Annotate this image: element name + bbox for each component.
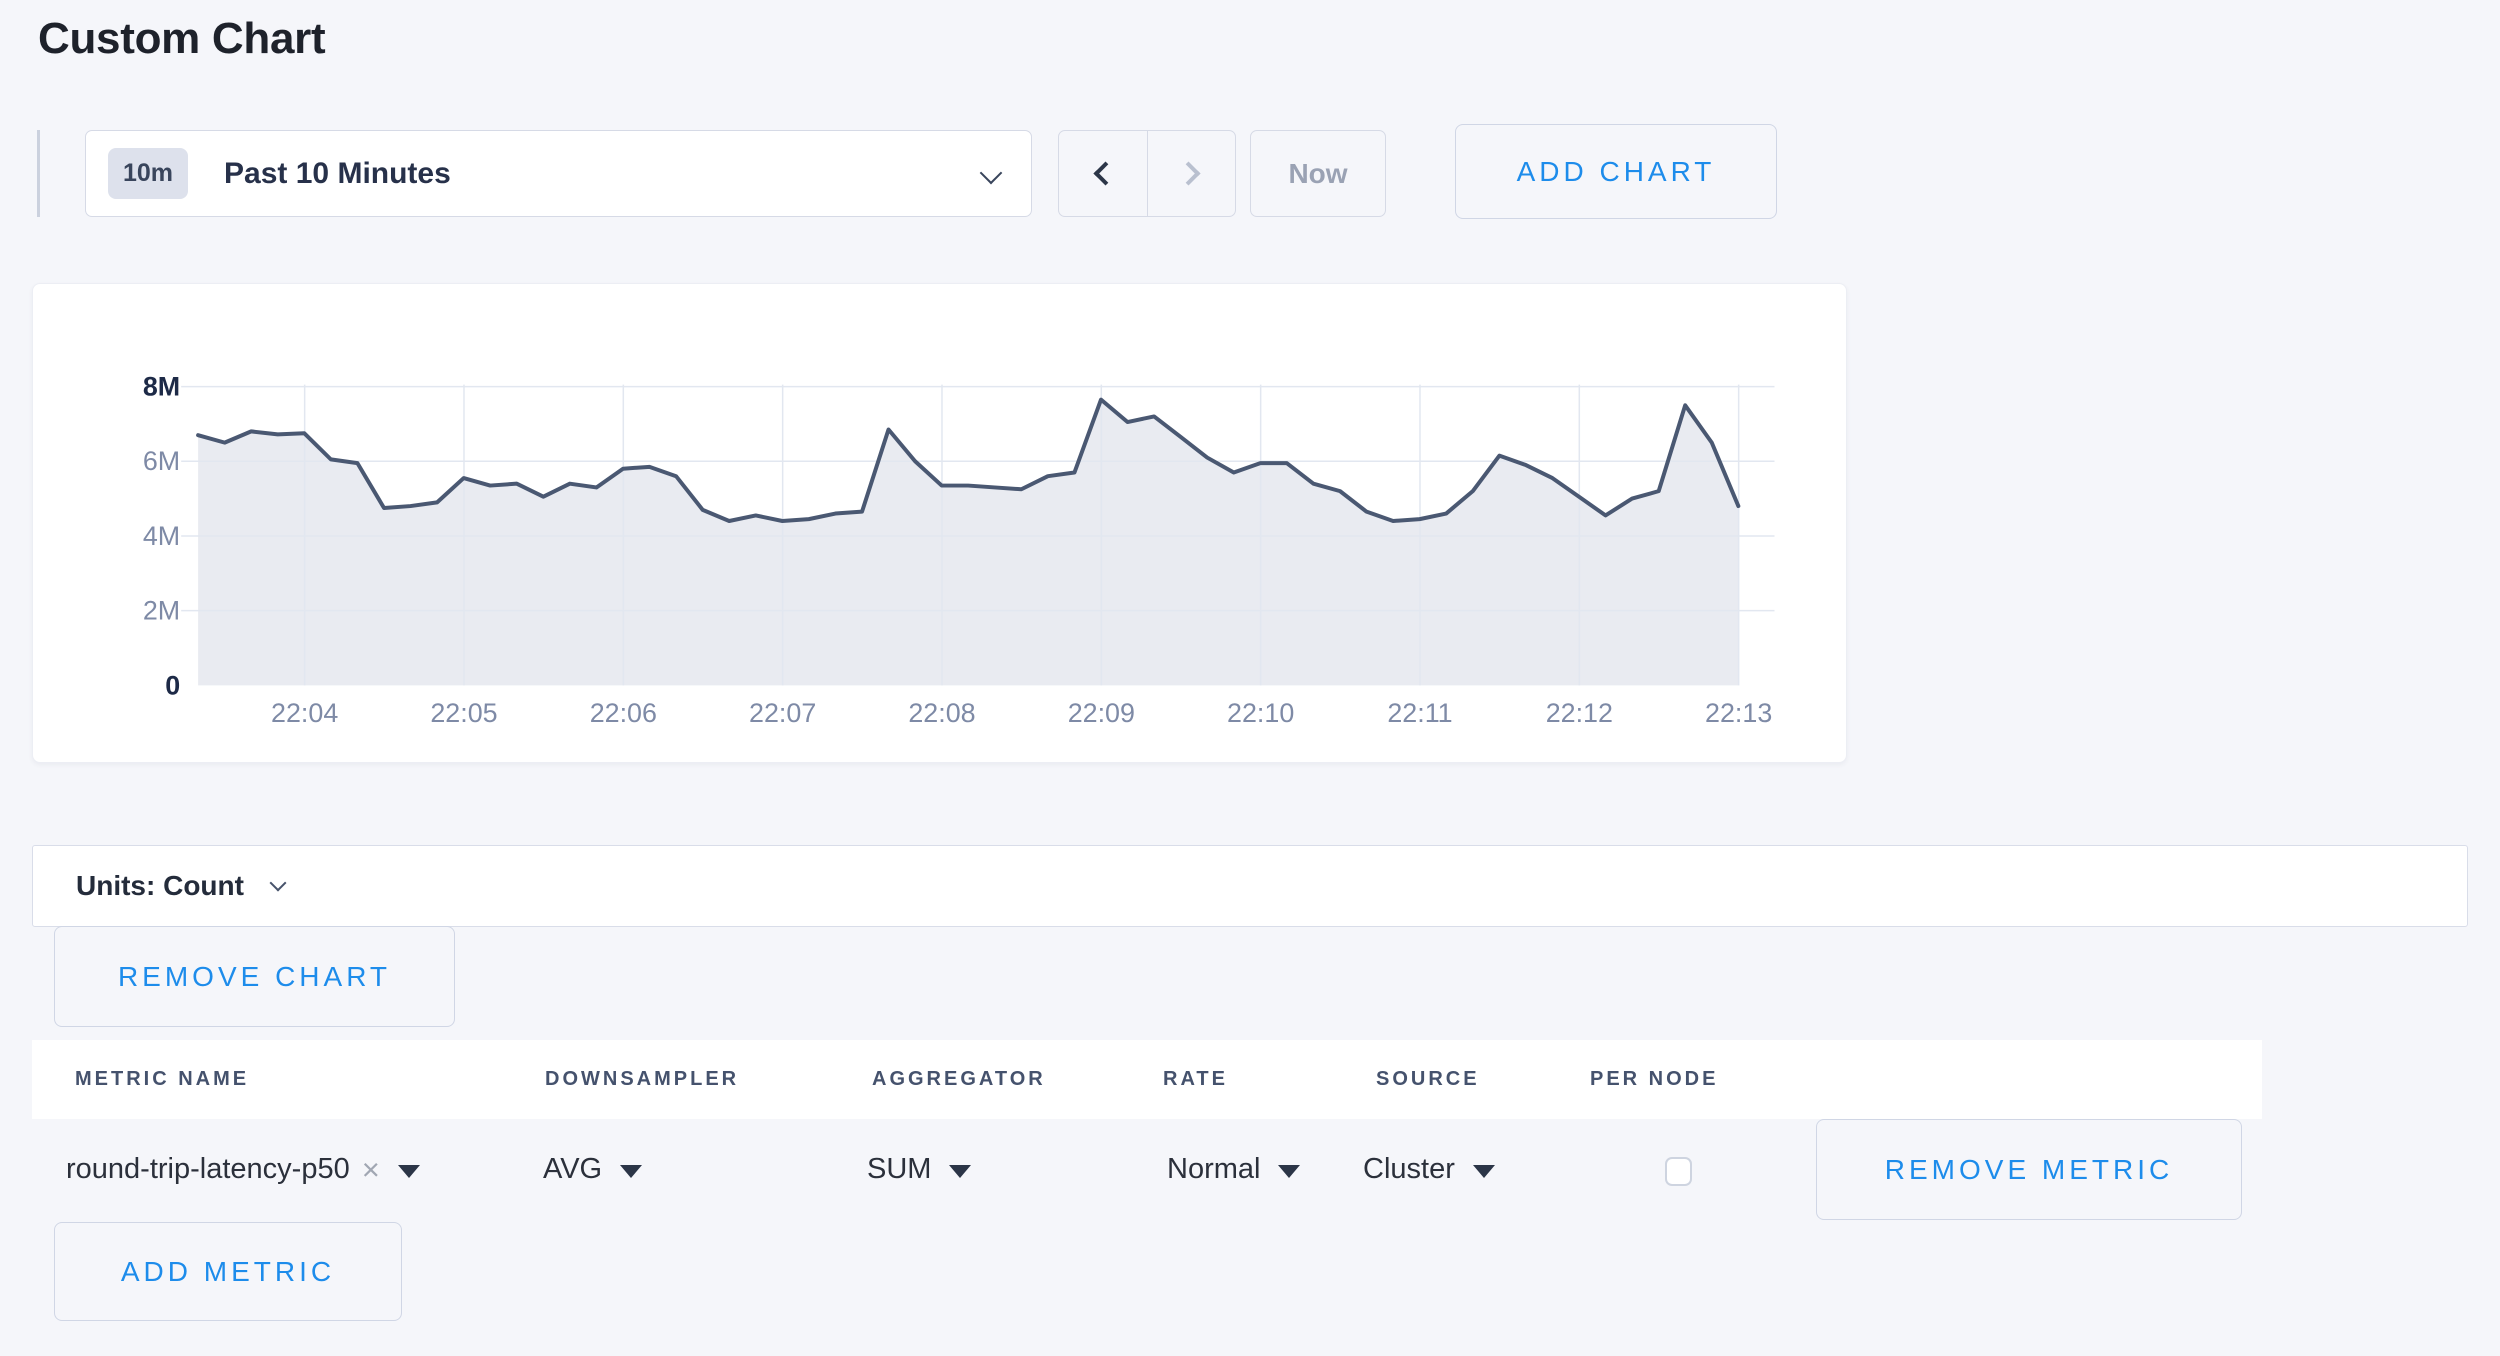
caret-down-icon — [620, 1165, 643, 1178]
aggregator-dropdown[interactable]: SUM — [867, 1119, 972, 1220]
metrics-table-header: METRIC NAME DOWNSAMPLER AGGREGATOR RATE … — [32, 1040, 2262, 1119]
column-header-downsampler: DOWNSAMPLER — [545, 1068, 740, 1090]
downsampler-dropdown[interactable]: AVG — [543, 1119, 643, 1220]
y-tick-label: 6M — [143, 446, 180, 476]
time-range-dropdown[interactable]: 10m Past 10 Minutes — [85, 130, 1032, 217]
units-label: Units: Count — [76, 870, 244, 901]
column-header-metric-name: METRIC NAME — [75, 1068, 250, 1090]
source-dropdown[interactable]: Cluster — [1363, 1119, 1495, 1220]
chart-card: 0 2M 4M 6M 8M 22:04 22:05 22:06 22:07 22:08 22:09 2… — [32, 283, 1847, 763]
downsampler-value: AVG — [543, 1153, 603, 1185]
y-tick-label: 8M — [143, 372, 180, 402]
timeseries-chart[interactable]: 0 2M 4M 6M 8M 22:04 22:05 22:06 22:07 22:08 22:09 2… — [33, 284, 1846, 762]
caret-down-icon — [949, 1165, 972, 1178]
x-tick-label: 22:04 — [271, 698, 338, 728]
y-tick-label: 0 — [165, 670, 180, 700]
x-tick-label: 22:11 — [1387, 698, 1452, 728]
page-title: Custom Chart — [38, 14, 326, 63]
time-range-badge: 10m — [108, 148, 189, 199]
remove-metric-button[interactable]: REMOVE METRIC — [1816, 1119, 2242, 1220]
x-tick-label: 22:06 — [590, 698, 657, 728]
x-tick-label: 22:07 — [749, 698, 816, 728]
now-button[interactable]: Now — [1250, 130, 1386, 217]
aggregator-value: SUM — [867, 1153, 932, 1185]
y-tick-label: 2M — [143, 596, 180, 626]
metric-table-row: round-trip-latency-p50 × AVG SUM Normal … — [32, 1119, 2262, 1220]
x-tick-label: 22:09 — [1068, 698, 1135, 728]
per-node-checkbox[interactable] — [1665, 1157, 1692, 1186]
chevron-right-icon — [1176, 161, 1201, 186]
add-metric-button[interactable]: ADD METRIC — [54, 1222, 402, 1321]
x-tick-label: 22:05 — [430, 698, 497, 728]
remove-chart-button[interactable]: REMOVE CHART — [54, 926, 455, 1027]
clear-metric-icon[interactable]: × — [361, 1151, 380, 1187]
toolbar-left-divider — [37, 130, 40, 217]
source-value: Cluster — [1363, 1153, 1455, 1185]
chevron-down-icon — [979, 161, 1003, 185]
time-forward-button[interactable] — [1146, 131, 1236, 216]
rate-value: Normal — [1167, 1153, 1261, 1185]
y-tick-label: 4M — [143, 521, 180, 551]
column-header-source: SOURCE — [1376, 1068, 1480, 1090]
caret-down-icon — [397, 1165, 420, 1178]
metric-name-dropdown[interactable]: round-trip-latency-p50 × — [66, 1119, 420, 1220]
chevron-down-icon — [269, 874, 287, 892]
add-chart-button[interactable]: ADD CHART — [1455, 124, 1777, 219]
x-tick-label: 22:10 — [1227, 698, 1294, 728]
time-step-button-group — [1058, 130, 1236, 217]
time-back-button[interactable] — [1059, 131, 1147, 216]
metric-name-value: round-trip-latency-p50 — [66, 1153, 350, 1185]
units-dropdown[interactable]: Units: Count — [32, 845, 2468, 927]
rate-dropdown[interactable]: Normal — [1167, 1119, 1301, 1220]
chevron-left-icon — [1093, 161, 1118, 186]
series-line — [196, 397, 1741, 523]
time-range-label: Past 10 Minutes — [224, 156, 451, 190]
caret-down-icon — [1472, 1165, 1495, 1178]
column-header-aggregator: AGGREGATOR — [872, 1068, 1046, 1090]
x-tick-label: 22:13 — [1705, 698, 1772, 728]
x-tick-label: 22:08 — [908, 698, 975, 728]
column-header-per-node: PER NODE — [1590, 1068, 1719, 1090]
x-tick-label: 22:12 — [1546, 698, 1613, 728]
caret-down-icon — [1278, 1165, 1301, 1178]
series-area — [198, 399, 1739, 686]
column-header-rate: RATE — [1163, 1068, 1228, 1090]
